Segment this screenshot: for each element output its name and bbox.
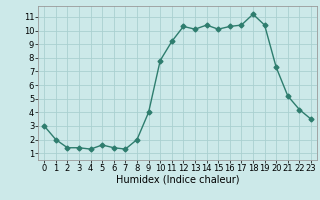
X-axis label: Humidex (Indice chaleur): Humidex (Indice chaleur): [116, 175, 239, 185]
